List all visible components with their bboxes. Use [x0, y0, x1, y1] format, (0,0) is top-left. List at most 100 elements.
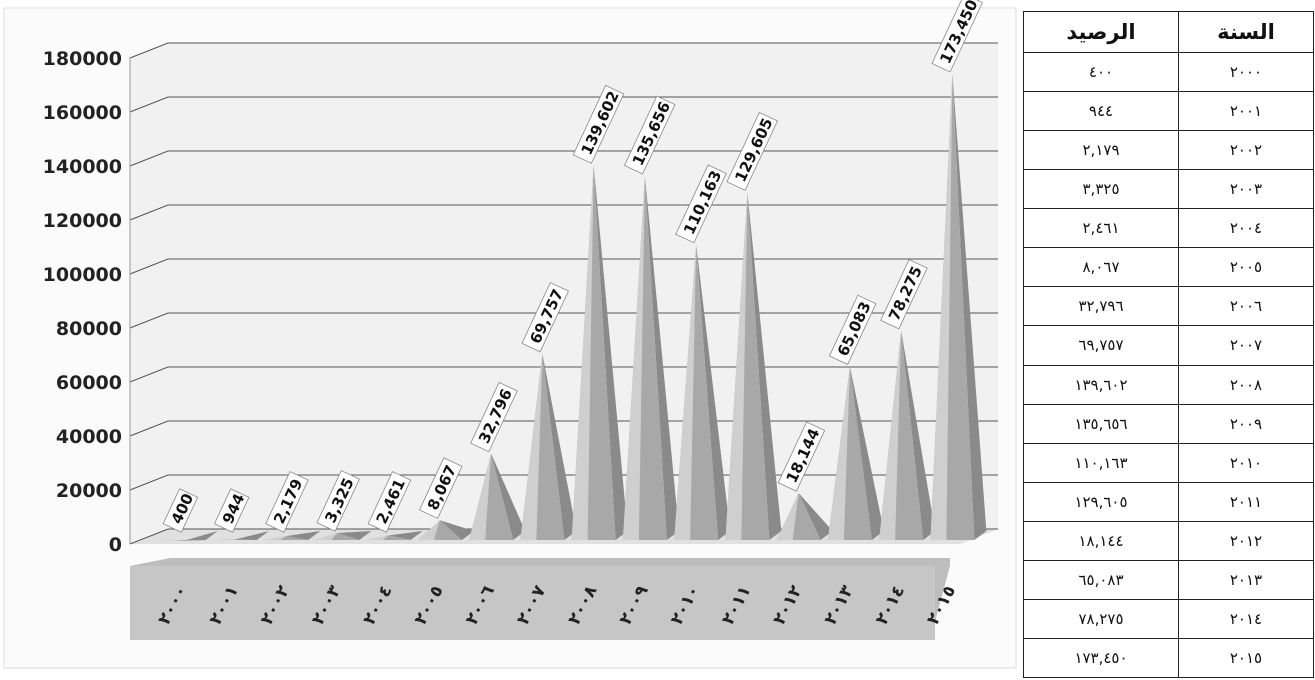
pyramid-side — [952, 73, 987, 540]
y-tick-label: 140000 — [43, 156, 122, 178]
data-label-plate — [367, 471, 412, 533]
data-label-plate — [213, 488, 250, 533]
table-row: ٢٠٠١ ٩٤٤ — [1023, 91, 1314, 132]
year-cell: ٢٠٠٥ — [1178, 247, 1314, 288]
balance-cell: ١١٠,١٦٣ — [1023, 442, 1179, 483]
balance-cell: ٧٨,٢٧٥ — [1023, 598, 1179, 639]
table-row: ٢٠٠٤ ٢,٤٦١ — [1023, 208, 1314, 249]
data-label-plate — [572, 84, 625, 164]
pyramid-side — [901, 330, 936, 540]
year-cell: ٢٠١٠ — [1178, 442, 1314, 483]
data-label-plate — [623, 95, 676, 175]
balance-cell: ١٣٥,٦٥٦ — [1023, 403, 1179, 444]
data-label-plate — [726, 111, 778, 191]
pyramid-side — [747, 192, 782, 540]
table-row: ٢٠١٥ ١٧٣,٤٥٠ — [1023, 637, 1314, 679]
year-cell: ٢٠٠٢ — [1178, 130, 1314, 171]
pyramid-side — [439, 520, 474, 540]
table-row: ٢٠١٣ ٦٥,٠٨٣ — [1023, 559, 1314, 600]
category-band-front — [130, 566, 935, 640]
pyramid-highlight — [827, 366, 850, 540]
y-tick-label: 20000 — [56, 480, 122, 502]
balance-table: السنة الرصيد ٢٠٠٠ ٤٠٠ ٢٠٠١ ٩٤٤ ٢٠٠٢ ٢,١٧٩ ٢٠٠٣… — [1023, 11, 1314, 679]
data-label-plate — [828, 294, 877, 365]
year-column-header: السنة — [1178, 11, 1314, 53]
gridline — [129, 204, 998, 221]
year-cell: ٢٠٠١ — [1178, 91, 1314, 132]
pyramid-highlight — [264, 536, 287, 540]
chart-area: 0 20000 40000 60000 80000 100000 120000 140000 1… — [3, 0, 1017, 669]
year-cell: ٢٠٠٣ — [1178, 169, 1314, 210]
pyramid-highlight — [315, 533, 338, 540]
balance-cell: ٦٥,٠٨٣ — [1023, 559, 1179, 600]
year-cell: ٢٠٠٨ — [1178, 364, 1314, 405]
pyramid-highlight — [161, 540, 184, 541]
year-cell: ٢٠٠٤ — [1178, 208, 1314, 249]
data-label-plate — [675, 164, 727, 244]
year-cell: ٢٠١١ — [1178, 481, 1314, 522]
pyramid-side — [542, 353, 577, 540]
data-label-plate — [470, 381, 518, 453]
year-cell: ٢٠٠٦ — [1178, 286, 1314, 327]
pyramid-highlight — [674, 244, 697, 540]
pyramid-highlight — [469, 453, 492, 540]
balance-cell: ٢,١٧٩ — [1023, 130, 1179, 171]
pyramid-highlight — [776, 493, 799, 540]
table-row: ٢٠٠٢ ٢,١٧٩ — [1023, 130, 1314, 171]
y-tick-label: 120000 — [43, 210, 122, 232]
pyramid-side — [696, 244, 731, 540]
year-cell: ٢٠٠٩ — [1178, 403, 1314, 444]
y-tick-label: 60000 — [56, 372, 122, 394]
y-tick-label: 100000 — [43, 264, 122, 286]
gridline — [129, 258, 998, 275]
table-row: ٢٠١٠ ١١٠,١٦٣ — [1023, 442, 1314, 483]
pyramid-side — [491, 453, 526, 540]
data-label-plate — [880, 259, 928, 330]
data-label-plate — [931, 0, 983, 73]
pyramid-highlight — [417, 520, 440, 540]
data-label-plate — [777, 421, 826, 492]
table-row: ٢٠٠٧ ٦٩,٧٥٧ — [1023, 325, 1314, 366]
year-cell: ٢٠٠٠ — [1178, 51, 1314, 93]
pyramid-side — [234, 531, 269, 540]
table-row: ٢٠٠٩ ١٣٥,٦٥٦ — [1023, 403, 1314, 444]
table-header-row: السنة الرصيد — [1023, 11, 1314, 53]
balance-cell: ٣٢,٧٩٦ — [1023, 286, 1179, 327]
data-label-plate — [316, 470, 360, 532]
gridline — [129, 96, 998, 113]
table-row: ٢٠٠٨ ١٣٩,٦٠٢ — [1023, 364, 1314, 405]
table-row: ٢٠٠٦ ٣٢,٧٩٦ — [1023, 286, 1314, 327]
pyramid-highlight — [622, 175, 645, 540]
pyramid-highlight — [212, 539, 235, 540]
pyramid-highlight — [930, 73, 953, 540]
pyramid-side — [286, 531, 321, 540]
pyramid-side — [388, 531, 423, 540]
pyramid-side — [644, 175, 679, 540]
pyramid-side — [798, 493, 833, 540]
pyramid-side — [849, 366, 884, 540]
y-tick-label: 0 — [109, 534, 122, 556]
table-row: ٢٠١١ ١٢٩,٦٠٥ — [1023, 481, 1314, 522]
table-row: ٢٠٠٥ ٨,٠٦٧ — [1023, 247, 1314, 288]
balance-cell: ٣,٣٢٥ — [1023, 169, 1179, 210]
balance-cell: ٦٩,٧٥٧ — [1023, 325, 1179, 366]
balance-cell: ١٢٩,٦٠٥ — [1023, 481, 1179, 522]
pyramid-chart: 0 20000 40000 60000 80000 100000 120000 140000 1… — [3, 0, 1017, 669]
year-cell: ٢٠٠٧ — [1178, 325, 1314, 366]
data-label-plate — [418, 457, 463, 519]
balance-cell: ٢,٤٦١ — [1023, 208, 1179, 249]
pyramid-side — [337, 531, 372, 540]
gridline — [129, 150, 998, 167]
y-tick-label: 80000 — [56, 318, 122, 340]
balance-cell: ٤٠٠ — [1023, 51, 1179, 93]
y-tick-label: 180000 — [43, 48, 122, 70]
gridline — [129, 312, 998, 329]
balance-cell: ٩٤٤ — [1023, 91, 1179, 132]
pyramid-highlight — [879, 330, 902, 540]
year-cell: ٢٠١٢ — [1178, 520, 1314, 561]
data-label-plate — [265, 471, 309, 533]
table-row: ٢٠١٤ ٧٨,٢٧٥ — [1023, 598, 1314, 639]
y-tick-label: 160000 — [43, 102, 122, 124]
pyramid-highlight — [725, 192, 748, 540]
year-cell: ٢٠١٤ — [1178, 598, 1314, 639]
